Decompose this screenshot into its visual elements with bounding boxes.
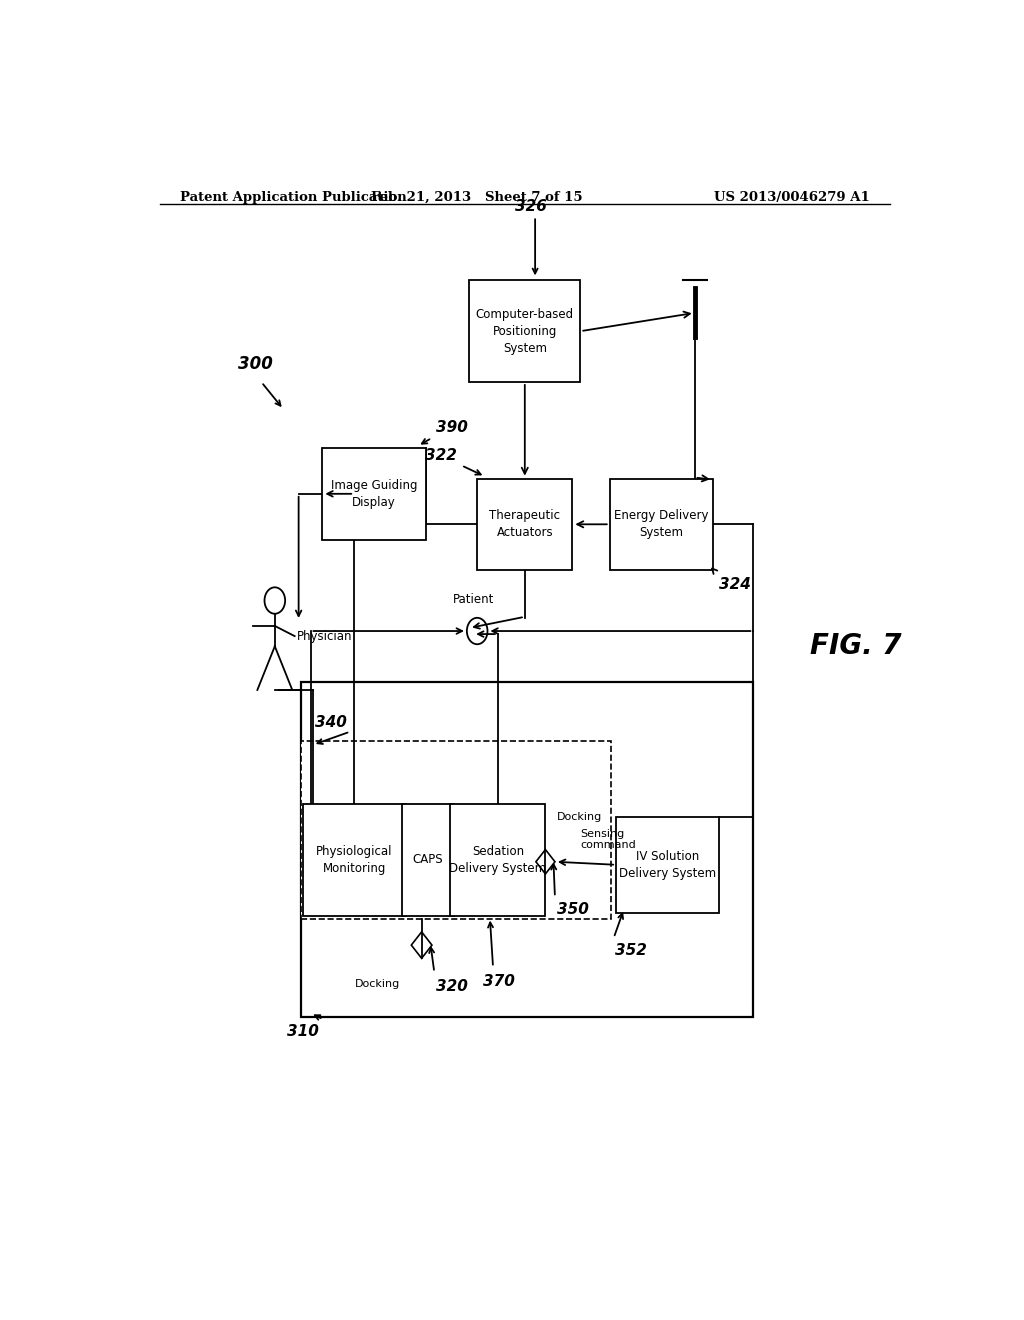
FancyBboxPatch shape <box>609 479 713 570</box>
Text: Physiological
Monitoring: Physiological Monitoring <box>316 845 392 875</box>
Text: Sedation
Delivery System: Sedation Delivery System <box>450 845 547 875</box>
Text: 352: 352 <box>615 942 647 958</box>
FancyBboxPatch shape <box>469 280 581 381</box>
Text: 350: 350 <box>557 903 589 917</box>
Text: Patent Application Publication: Patent Application Publication <box>179 191 407 203</box>
Text: 340: 340 <box>315 714 347 730</box>
FancyBboxPatch shape <box>401 804 455 916</box>
Text: 300: 300 <box>238 355 272 372</box>
FancyBboxPatch shape <box>303 804 406 916</box>
Text: 370: 370 <box>483 974 515 989</box>
Text: 322: 322 <box>425 449 458 463</box>
Text: Image Guiding
Display: Image Guiding Display <box>331 479 417 508</box>
FancyBboxPatch shape <box>477 479 572 570</box>
Text: 326: 326 <box>515 199 547 214</box>
Text: Patient: Patient <box>453 593 494 606</box>
Text: CAPS: CAPS <box>413 853 443 866</box>
FancyBboxPatch shape <box>301 741 610 919</box>
Text: 390: 390 <box>436 420 468 434</box>
Text: Docking: Docking <box>557 812 602 822</box>
Text: Energy Delivery
System: Energy Delivery System <box>614 510 709 540</box>
FancyBboxPatch shape <box>323 447 426 540</box>
Text: Physician: Physician <box>297 630 352 643</box>
Text: IV Solution
Delivery System: IV Solution Delivery System <box>620 850 716 880</box>
Text: Computer-based
Positioning
System: Computer-based Positioning System <box>476 308 573 355</box>
Text: US 2013/0046279 A1: US 2013/0046279 A1 <box>715 191 870 203</box>
Text: Docking: Docking <box>355 978 400 989</box>
FancyBboxPatch shape <box>616 817 719 913</box>
Text: 324: 324 <box>719 577 752 593</box>
Text: 310: 310 <box>288 1024 319 1039</box>
Text: Feb. 21, 2013   Sheet 7 of 15: Feb. 21, 2013 Sheet 7 of 15 <box>372 191 583 203</box>
Text: FIG. 7: FIG. 7 <box>811 632 902 660</box>
FancyBboxPatch shape <box>301 682 754 1018</box>
Text: Therapeutic
Actuators: Therapeutic Actuators <box>489 510 560 540</box>
Text: 320: 320 <box>436 978 468 994</box>
Text: Sensing
command: Sensing command <box>581 829 636 850</box>
FancyBboxPatch shape <box>451 804 546 916</box>
